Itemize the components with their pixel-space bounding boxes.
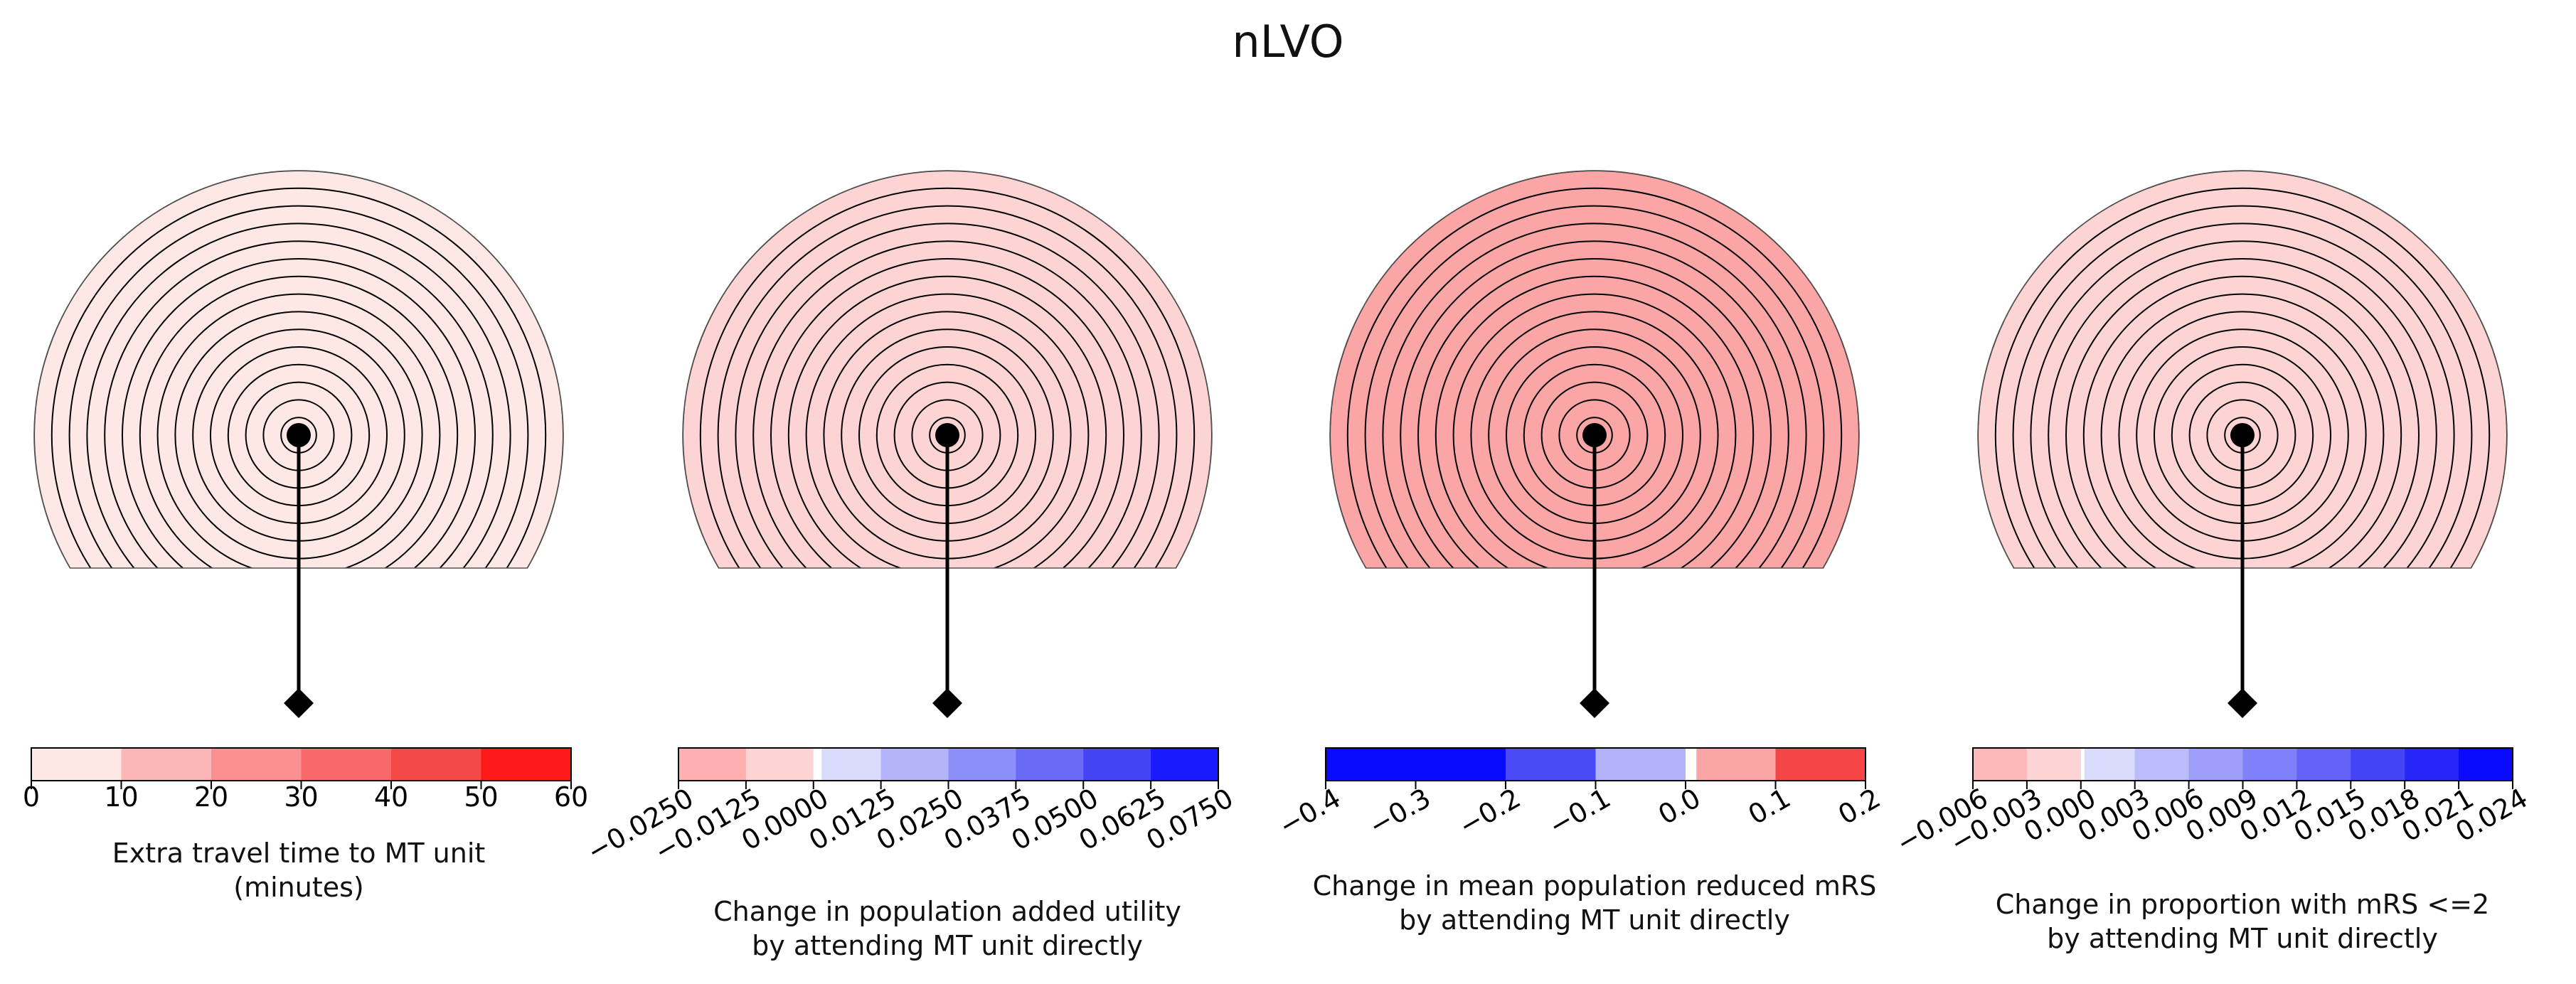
colorbar-bin xyxy=(678,748,747,781)
colorbar-bin xyxy=(880,748,949,781)
stroke-unit-marker xyxy=(1582,423,1607,447)
map-outline xyxy=(1329,170,1860,569)
colorbar-bin xyxy=(2242,748,2297,781)
colorbar-tick-label: −0.1 xyxy=(1543,782,1616,842)
colorbar-bin xyxy=(1016,748,1084,781)
colorbar-tick-label: −0.2 xyxy=(1454,782,1526,842)
colorbar-bin xyxy=(1326,748,1506,781)
mt-unit-marker xyxy=(1580,688,1609,718)
map-outline xyxy=(682,170,1213,569)
map-rings xyxy=(1977,170,2508,569)
colorbar-bin xyxy=(2134,748,2190,781)
colorbar-label-line: Change in mean population reduced mRS xyxy=(1312,870,1877,902)
colorbar-label-line: Extra travel time to MT unit xyxy=(112,838,486,869)
colorbar-bin xyxy=(31,748,122,781)
colorbar-label-line: (minutes) xyxy=(233,872,364,903)
colorbar-bin xyxy=(813,748,882,781)
colorbar-gap xyxy=(813,748,822,781)
colorbar-label: Extra travel time to MT unit (minutes) xyxy=(0,836,654,904)
colorbar-bin xyxy=(1973,748,2028,781)
mt-unit-marker xyxy=(2228,688,2257,718)
colorbar-tick-label: 10 xyxy=(104,781,138,813)
colorbar: −0.4 −0.3 −0.2 −0.1 0.0 0.1 0.2 xyxy=(1274,747,1886,842)
colorbar-bin xyxy=(391,748,482,781)
colorbar-bin xyxy=(121,748,212,781)
colorbar-label: Change in population added utility by att… xyxy=(592,894,1303,963)
mt-unit-marker xyxy=(284,688,314,718)
colorbar-bin xyxy=(211,748,302,781)
colorbar-bin xyxy=(1595,748,1686,781)
colorbar-label-line: by attending MT unit directly xyxy=(752,930,1143,961)
colorbar-bin xyxy=(2405,748,2459,781)
colorbar-bin xyxy=(2080,748,2136,781)
colorbar-bin xyxy=(2188,748,2244,781)
colorbar-label-line: by attending MT unit directly xyxy=(2047,923,2438,954)
colorbar-bin xyxy=(1083,748,1151,781)
colorbar-bin xyxy=(2296,748,2351,781)
colorbar-gap xyxy=(1686,748,1697,781)
colorbar-bin xyxy=(2026,748,2082,781)
colorbar-gap xyxy=(2080,748,2085,781)
colorbar-bin xyxy=(1151,748,1219,781)
colorbar-label: Change in proportion with mRS <=2 by atte… xyxy=(1887,887,2576,956)
colorbar-label-line: Change in proportion with mRS <=2 xyxy=(1995,889,2490,920)
panel-3: −0.4 −0.3 −0.2 −0.1 0.0 0.1 0.2 xyxy=(1274,170,1886,842)
colorbar-bin xyxy=(1775,748,1866,781)
colorbar-label: Change in mean population reduced mRS by … xyxy=(1239,869,1950,937)
colorbar-bin xyxy=(481,748,572,781)
colorbar-bin xyxy=(745,748,814,781)
colorbar-bin xyxy=(948,748,1016,781)
colorbar-bin xyxy=(301,748,392,781)
colorbar-bin xyxy=(1686,748,1777,781)
colorbar-tick-label: −0.3 xyxy=(1363,782,1436,842)
colorbar-bin xyxy=(2459,748,2513,781)
colorbar-tick-label: 30 xyxy=(284,781,318,813)
colorbar-tick-label: 40 xyxy=(374,781,408,813)
colorbar: −0.0250−0.01250.00000.01250.02500.03750.… xyxy=(582,747,1239,868)
colorbar-tick-label: 0.0 xyxy=(1653,782,1705,830)
colorbar-tick-label: 0.2 xyxy=(1833,782,1885,830)
map-outline xyxy=(1977,170,2508,569)
colorbar-tick-label: 50 xyxy=(464,781,498,813)
colorbar-bin xyxy=(1506,748,1597,781)
colorbar-tick-label: −0.4 xyxy=(1274,782,1346,842)
colorbar-bin xyxy=(2351,748,2405,781)
colorbar: 0 10 20 30 40 50 60 xyxy=(23,747,588,813)
colorbar-tick-label: 0 xyxy=(23,781,40,813)
stroke-unit-marker xyxy=(287,423,311,447)
colorbar-label-line: by attending MT unit directly xyxy=(1399,904,1790,936)
mt-unit-marker xyxy=(932,688,962,718)
colorbar-tick-label: 0.1 xyxy=(1743,782,1796,830)
stroke-unit-marker xyxy=(2230,423,2255,447)
colorbar: −0.006−0.0030.0000.0030.0060.0090.0120.0… xyxy=(1891,747,2533,860)
colorbar-tick-label: 20 xyxy=(194,781,228,813)
colorbar-label-line: Change in population added utility xyxy=(713,896,1181,927)
figure-title: nLVO xyxy=(1232,16,1344,68)
colorbar-tick-label: 60 xyxy=(554,781,588,813)
stroke-unit-marker xyxy=(935,423,959,447)
map-outline xyxy=(33,170,564,569)
